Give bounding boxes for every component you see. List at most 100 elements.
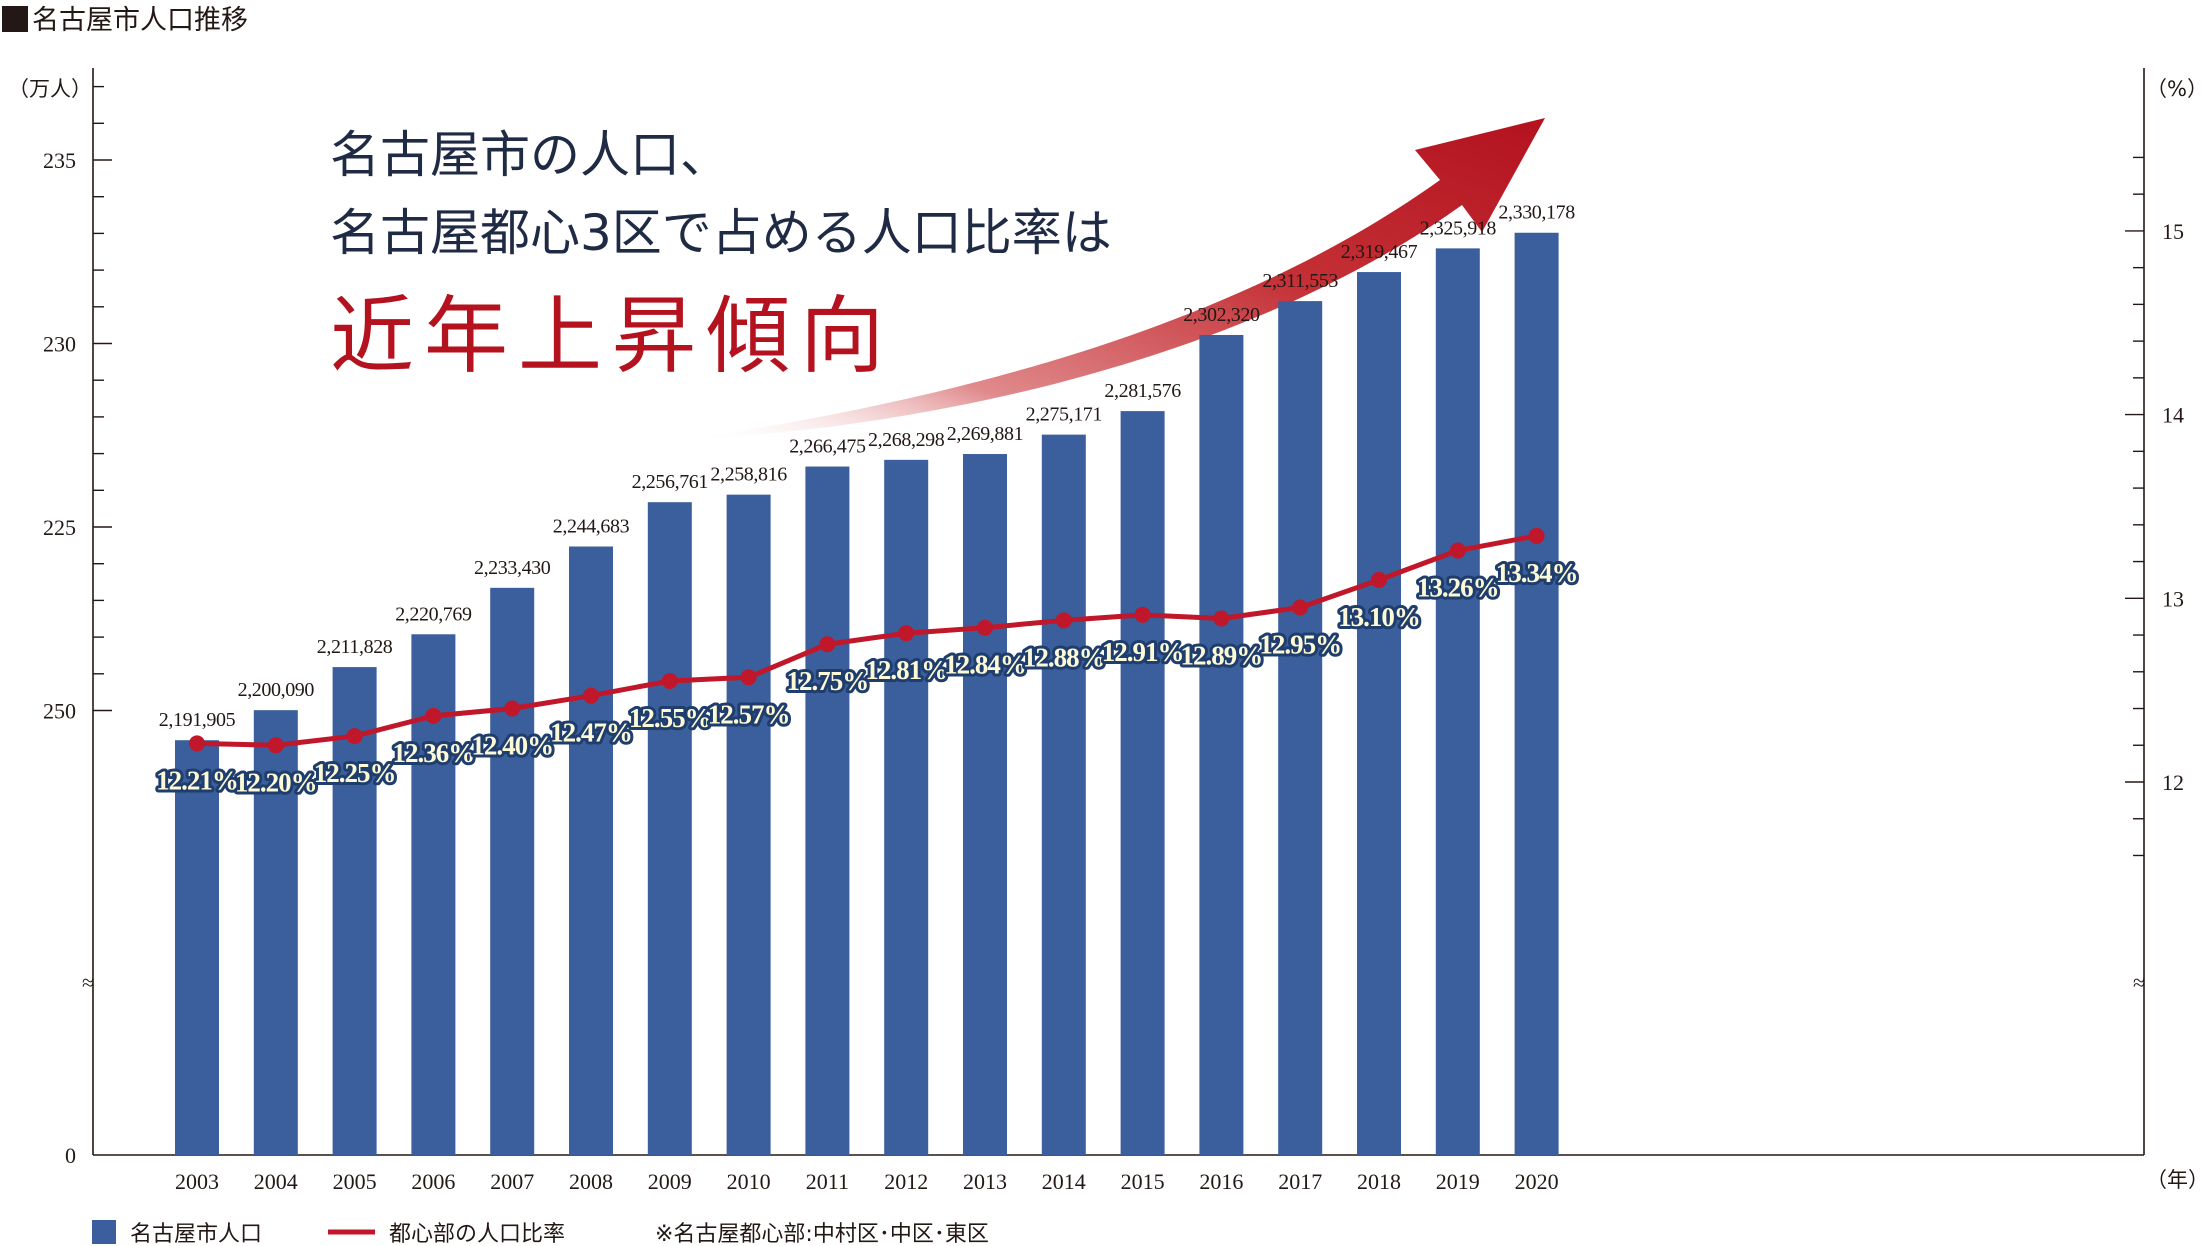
x-tick-label: 2005: [333, 1169, 377, 1194]
x-tick-label: 2011: [806, 1169, 849, 1194]
x-tick-label: 2007: [490, 1169, 534, 1194]
ratio-point: [346, 728, 363, 745]
population-bar-label: 2,311,553: [1262, 270, 1338, 292]
ratio-point-label: 12.75%: [787, 666, 869, 696]
population-bar-label: 2,269,881: [947, 423, 1023, 445]
right-tick-label: 12: [2162, 770, 2184, 795]
left-tick-label: 235: [43, 148, 76, 173]
left-axis-unit: （万人）: [8, 77, 92, 101]
ratio-point-label: 13.34%: [1496, 558, 1578, 588]
population-bar: [569, 546, 613, 1155]
legend-note: ※名古屋都心部:中村区･中区･東区: [655, 1222, 989, 1246]
x-tick-label: 2004: [254, 1169, 298, 1194]
x-tick-label: 2012: [884, 1169, 928, 1194]
left-axis-break: ≈: [82, 970, 94, 995]
right-axis-unit: （%）: [2146, 77, 2202, 101]
left-tick-label: 250: [43, 699, 76, 724]
population-bar-label: 2,302,320: [1183, 304, 1260, 326]
ratio-point-label: 12.47%: [550, 718, 632, 748]
ratio-point: [1292, 599, 1309, 616]
right-tick-label: 15: [2162, 219, 2184, 244]
ratio-point-label: 12.89%: [1181, 641, 1263, 671]
chart-title: 名古屋市人口推移: [32, 5, 248, 36]
ratio-point: [504, 700, 521, 717]
ratio-point-label: 12.40%: [471, 731, 553, 761]
ratio-point: [1134, 606, 1151, 623]
bar-series: [175, 232, 1559, 1156]
x-tick-label: 2003: [175, 1169, 219, 1194]
population-bar: [647, 502, 692, 1155]
population-bar: [1199, 334, 1244, 1155]
ratio-point-label: 12.25%: [314, 758, 396, 788]
ratio-point-label: 12.81%: [865, 655, 947, 685]
ratio-point-label: 12.20%: [235, 767, 317, 797]
x-tick-label: 2013: [963, 1169, 1007, 1194]
legend-bar-label: 名古屋市人口: [130, 1222, 262, 1246]
population-bar: [1514, 232, 1559, 1156]
right-tick-label: 13: [2162, 586, 2184, 611]
ratio-point: [267, 737, 284, 754]
ratio-point: [1213, 610, 1230, 627]
axis-ticks: 235 230 225 250 0 15 14 13 12: [43, 85, 2184, 1168]
x-tick-label: 2008: [569, 1169, 613, 1194]
ratio-point-label: 12.21%: [156, 765, 238, 795]
ratio-point: [1449, 542, 1466, 559]
x-tick-label: 2014: [1042, 1169, 1086, 1194]
legend-line-label: 都心部の人口比率: [389, 1222, 565, 1246]
population-bar: [963, 454, 1007, 1155]
population-bar: [332, 667, 377, 1155]
ratio-point-label: 12.36%: [393, 738, 475, 768]
population-bar: [1435, 248, 1480, 1156]
ratio-point: [977, 619, 993, 636]
x-axis-unit: （年）: [2146, 1168, 2202, 1192]
ratio-point: [1371, 571, 1387, 588]
title-square-icon: [2, 6, 28, 32]
population-bar: [253, 710, 298, 1155]
ratio-point-label: 13.26%: [1417, 573, 1499, 603]
x-tick-label: 2006: [411, 1169, 455, 1194]
population-bar-label: 2,325,918: [1420, 217, 1497, 239]
x-tick-label: 2018: [1357, 1169, 1401, 1194]
population-bar: [805, 466, 850, 1155]
population-bar-label: 2,268,298: [868, 429, 945, 451]
population-bar-label: 2,256,761: [632, 471, 708, 493]
population-bar-label: 2,233,430: [474, 557, 551, 579]
ratio-point-label: 12.57%: [708, 699, 790, 729]
population-bar: [1357, 272, 1401, 1155]
ratio-point-label: 12.88%: [1023, 642, 1105, 672]
legend: 名古屋市人口 都心部の人口比率 ※名古屋都心部:中村区･中区･東区: [92, 1220, 989, 1246]
population-bar-label: 2,330,178: [1498, 202, 1575, 224]
ratio-point: [1055, 612, 1072, 629]
ratio-point: [583, 687, 599, 704]
x-tick-label: 2019: [1436, 1169, 1480, 1194]
population-bar-label: 2,275,171: [1026, 404, 1102, 426]
population-bar: [175, 740, 219, 1155]
population-bar-label: 2,266,475: [789, 436, 866, 458]
ratio-point: [898, 625, 915, 642]
ratio-point: [819, 636, 836, 653]
x-tick-labels: 2003 2004 2005 2006 2007 2008 2009 2010 2011 2012…: [175, 1169, 1559, 1194]
ratio-line-series: [189, 527, 1545, 754]
legend-bar-swatch: [92, 1220, 116, 1244]
upward-trend-arrow-icon: [685, 118, 1545, 440]
ratio-point-label: 12.95%: [1259, 629, 1341, 659]
ratio-point: [661, 672, 678, 689]
population-bar: [1041, 434, 1086, 1155]
population-bar: [490, 587, 535, 1155]
x-tick-label: 2017: [1278, 1169, 1322, 1194]
x-tick-label: 2015: [1121, 1169, 1165, 1194]
population-bar-label: 2,200,090: [238, 679, 315, 701]
right-tick-label: 14: [2162, 403, 2184, 428]
population-bar-label: 2,220,769: [395, 603, 472, 625]
population-bar: [1120, 411, 1165, 1155]
ratio-point-label: 12.55%: [629, 703, 711, 733]
ratio-point-label: 12.84%: [944, 650, 1026, 680]
population-bar-label: 2,319,467: [1341, 241, 1418, 263]
ratio-line: [196, 533, 1538, 748]
population-bar-label: 2,244,683: [553, 516, 630, 538]
ratio-point: [740, 669, 757, 686]
ratio-point-label: 12.91%: [1102, 637, 1184, 667]
headline-line-1: 名古屋市の人口、: [330, 126, 730, 184]
